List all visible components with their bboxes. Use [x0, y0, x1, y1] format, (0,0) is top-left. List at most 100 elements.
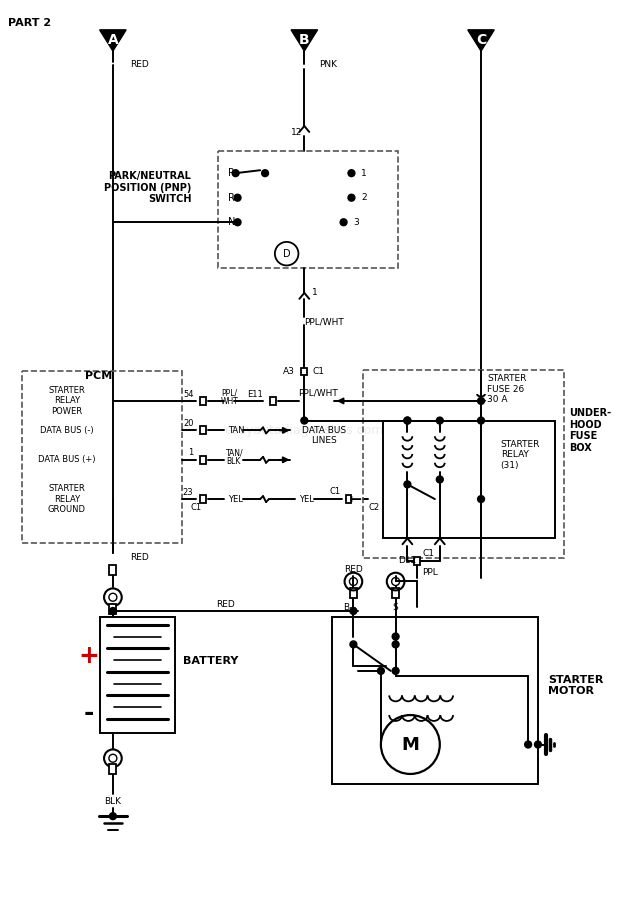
Bar [200, 397, 206, 405]
Circle shape [404, 417, 411, 424]
Text: 1: 1 [362, 168, 367, 177]
Text: C2: C2 [368, 503, 379, 512]
Circle shape [404, 417, 411, 424]
Circle shape [109, 813, 116, 820]
Circle shape [109, 608, 116, 615]
Text: C1: C1 [312, 367, 324, 376]
Circle shape [525, 741, 531, 748]
Bar [100, 616, 175, 733]
Bar [350, 589, 357, 598]
Polygon shape [468, 30, 494, 51]
Circle shape [478, 496, 485, 502]
Bar [22, 372, 182, 544]
Bar [218, 150, 397, 268]
Text: WHT: WHT [221, 398, 239, 407]
Text: A: A [108, 32, 118, 47]
Text: PPL/WHT: PPL/WHT [298, 389, 338, 398]
Text: 20: 20 [183, 419, 193, 428]
Text: BLK: BLK [226, 457, 240, 466]
Bar [109, 764, 116, 774]
Circle shape [301, 417, 308, 424]
Text: 3: 3 [353, 218, 359, 227]
Polygon shape [291, 30, 318, 51]
Text: TAN: TAN [228, 426, 244, 435]
Text: PARK/NEUTRAL
POSITION (PNP)
SWITCH: PARK/NEUTRAL POSITION (PNP) SWITCH [104, 171, 192, 204]
Text: PART 2: PART 2 [8, 18, 51, 28]
Bar [383, 420, 554, 538]
Text: B: B [299, 32, 310, 47]
Text: M: M [402, 735, 419, 753]
Text: YEL: YEL [228, 495, 243, 504]
Circle shape [234, 194, 241, 201]
Text: PPL/: PPL/ [221, 389, 237, 398]
Text: PNK: PNK [319, 59, 337, 68]
Text: PCM: PCM [85, 372, 112, 382]
Text: 1: 1 [188, 448, 193, 457]
Bar [392, 589, 399, 598]
Text: 23: 23 [183, 488, 193, 497]
Text: BATTERY: BATTERY [182, 656, 238, 666]
Text: C1: C1 [422, 549, 434, 558]
Text: RED: RED [344, 565, 363, 574]
Circle shape [535, 741, 541, 748]
Text: R: R [228, 193, 235, 202]
Text: PPL: PPL [422, 568, 438, 577]
Circle shape [340, 219, 347, 226]
Text: RED: RED [216, 599, 235, 608]
Text: 2: 2 [362, 194, 367, 202]
Circle shape [436, 417, 443, 424]
Circle shape [392, 668, 399, 674]
Circle shape [261, 170, 268, 176]
Circle shape [378, 668, 384, 674]
Circle shape [478, 398, 485, 404]
Text: S: S [393, 603, 399, 612]
Circle shape [350, 641, 357, 648]
Text: STARTER
FUSE 26
30 A: STARTER FUSE 26 30 A [487, 374, 527, 404]
Bar [109, 604, 116, 614]
Text: STARTER
RELAY
POWER: STARTER RELAY POWER [48, 386, 85, 416]
Text: P: P [228, 168, 234, 178]
Text: N: N [228, 217, 235, 227]
Bar [200, 495, 206, 503]
Bar [109, 565, 116, 575]
Text: STARTER
MOTOR: STARTER MOTOR [548, 675, 603, 697]
Text: PPL/WHT: PPL/WHT [304, 318, 344, 327]
Text: easyautodiagnostics.com: easyautodiagnostics.com [224, 424, 384, 436]
Text: E11: E11 [247, 390, 263, 399]
Text: 54: 54 [183, 390, 193, 399]
Circle shape [478, 417, 485, 424]
Text: C1: C1 [190, 503, 201, 512]
Text: DATA BUS (+): DATA BUS (+) [38, 455, 96, 464]
Bar [363, 370, 564, 558]
Bar [270, 397, 276, 405]
Text: RED: RED [130, 554, 150, 562]
Circle shape [392, 633, 399, 640]
Circle shape [348, 194, 355, 201]
Bar [414, 557, 420, 565]
Text: D12: D12 [399, 556, 417, 565]
Text: -: - [83, 701, 93, 725]
Text: D: D [283, 248, 290, 258]
Text: TAN/: TAN/ [226, 448, 243, 457]
Text: A3: A3 [282, 367, 295, 376]
Circle shape [404, 481, 411, 488]
Polygon shape [99, 30, 126, 51]
Text: STARTER
RELAY
GROUND: STARTER RELAY GROUND [48, 484, 86, 514]
Text: B+: B+ [342, 603, 357, 612]
Text: DATA BUS
LINES: DATA BUS LINES [302, 426, 346, 445]
Text: STARTER
RELAY
(31): STARTER RELAY (31) [501, 440, 540, 470]
Text: RED: RED [130, 59, 150, 68]
Text: C: C [476, 32, 486, 47]
Bar [200, 427, 206, 435]
Bar [302, 367, 307, 375]
Text: DATA BUS (-): DATA BUS (-) [40, 426, 93, 435]
Circle shape [392, 641, 399, 648]
Bar [345, 495, 352, 503]
Circle shape [348, 170, 355, 176]
Circle shape [232, 170, 239, 176]
Bar [332, 616, 538, 784]
Text: 1: 1 [312, 288, 318, 297]
Text: UNDER-
HOOD
FUSE
BOX: UNDER- HOOD FUSE BOX [569, 408, 611, 453]
Text: +: + [78, 644, 99, 668]
Text: C1: C1 [329, 487, 341, 496]
